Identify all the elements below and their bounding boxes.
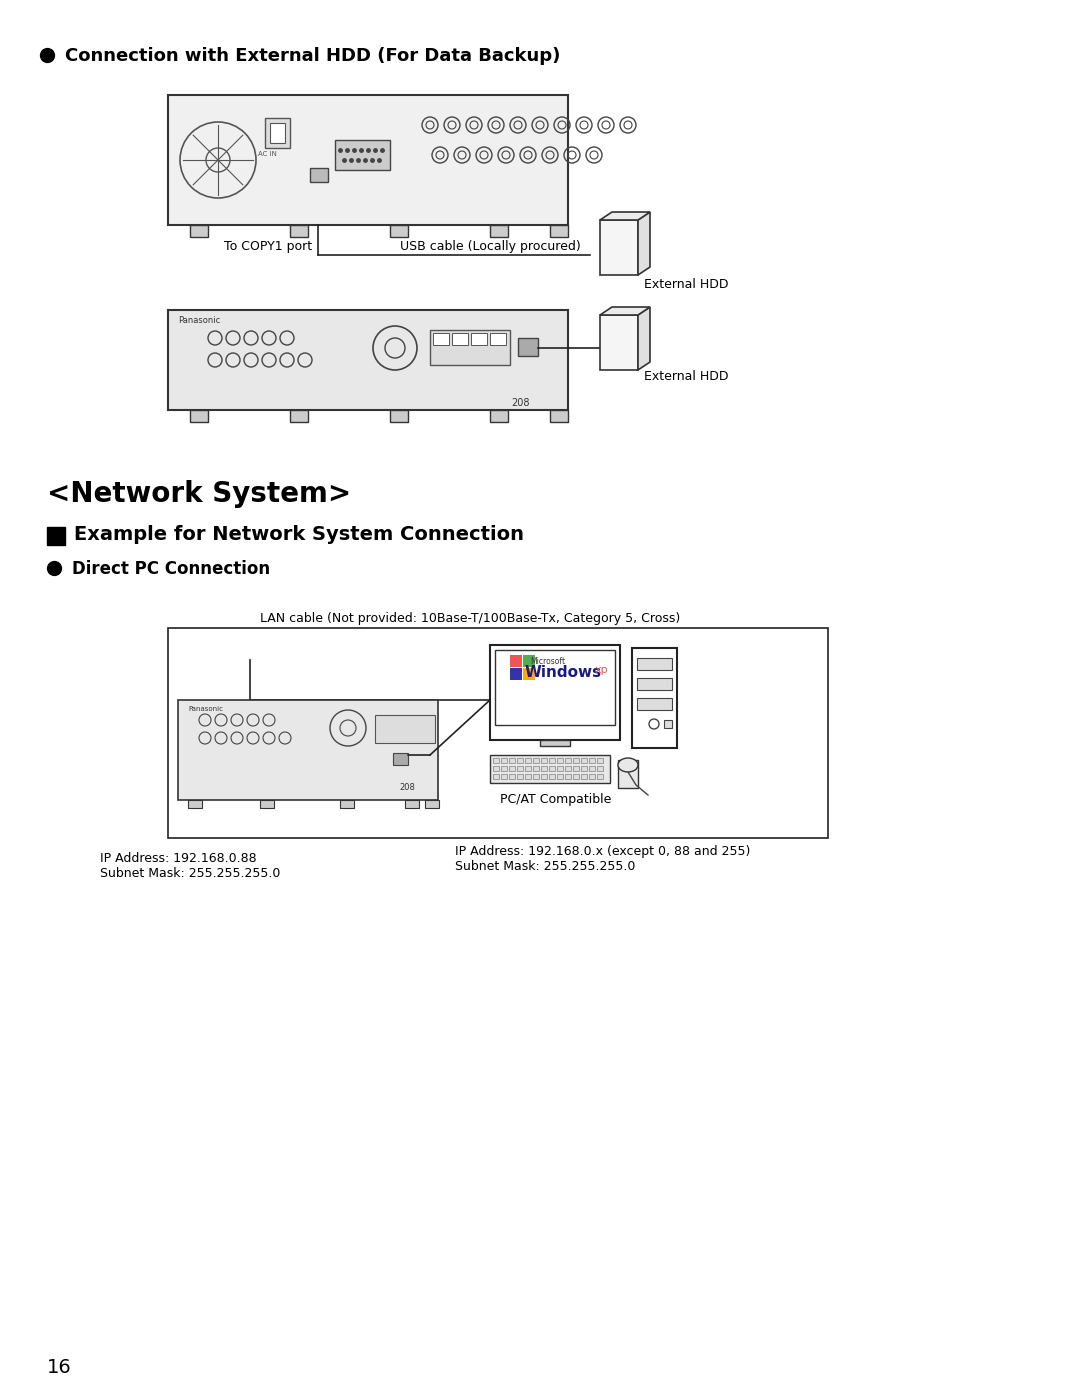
Bar — [541, 767, 546, 771]
Bar — [270, 123, 285, 143]
Bar — [168, 95, 568, 225]
Bar — [492, 774, 499, 779]
Bar — [501, 774, 507, 779]
Bar — [490, 410, 508, 422]
Bar — [190, 410, 208, 422]
Bar — [525, 767, 531, 771]
Text: Microsoft: Microsoft — [530, 658, 565, 666]
Bar — [510, 655, 522, 667]
Text: Example for Network System Connection: Example for Network System Connection — [75, 525, 524, 544]
Bar — [549, 774, 555, 779]
Bar — [390, 410, 408, 422]
Text: LAN cable (Not provided: 10Base-T/100Base-Tx, Category 5, Cross): LAN cable (Not provided: 10Base-T/100Bas… — [260, 611, 680, 625]
Bar — [168, 311, 568, 410]
Bar — [637, 679, 672, 690]
Text: IP Address: 192.168.0.88
Subnet Mask: 255.255.255.0: IP Address: 192.168.0.88 Subnet Mask: 25… — [100, 852, 281, 880]
Bar — [517, 758, 523, 762]
Bar — [637, 698, 672, 711]
Bar — [589, 767, 595, 771]
Bar — [534, 767, 539, 771]
Bar — [509, 767, 515, 771]
Bar — [433, 333, 449, 346]
Bar — [260, 800, 274, 809]
Bar — [664, 720, 672, 727]
Bar — [573, 767, 579, 771]
Bar — [589, 774, 595, 779]
Bar — [393, 753, 408, 765]
Bar — [523, 667, 535, 680]
Text: USB cable (Locally procured): USB cable (Locally procured) — [400, 241, 580, 253]
Bar — [581, 767, 588, 771]
Bar — [549, 767, 555, 771]
Bar — [492, 767, 499, 771]
Bar — [573, 758, 579, 762]
Bar — [188, 800, 202, 809]
Bar — [589, 758, 595, 762]
Bar — [557, 767, 563, 771]
Bar — [600, 315, 638, 369]
Bar — [340, 800, 354, 809]
Text: <Network System>: <Network System> — [48, 480, 351, 508]
Bar — [550, 225, 568, 236]
Bar — [509, 758, 515, 762]
Bar — [501, 767, 507, 771]
Polygon shape — [638, 306, 650, 369]
Text: Direct PC Connection: Direct PC Connection — [72, 560, 270, 578]
Text: AC IN: AC IN — [257, 151, 276, 157]
Bar — [390, 225, 408, 236]
Bar — [565, 774, 571, 779]
Text: Connection with External HDD (For Data Backup): Connection with External HDD (For Data B… — [65, 48, 561, 64]
Bar — [178, 700, 438, 800]
Bar — [517, 767, 523, 771]
Bar — [565, 758, 571, 762]
Text: xp: xp — [595, 665, 609, 674]
Text: 208: 208 — [512, 397, 530, 409]
Bar — [637, 658, 672, 670]
Text: External HDD: External HDD — [644, 278, 729, 291]
Bar — [541, 774, 546, 779]
Bar — [525, 774, 531, 779]
Bar — [581, 774, 588, 779]
Text: 16: 16 — [48, 1358, 71, 1377]
Text: 208: 208 — [400, 783, 415, 792]
Bar — [534, 758, 539, 762]
Bar — [405, 800, 419, 809]
Bar — [190, 225, 208, 236]
Polygon shape — [638, 213, 650, 276]
Bar — [495, 651, 615, 725]
Bar — [573, 774, 579, 779]
Bar — [597, 767, 603, 771]
Bar — [550, 410, 568, 422]
Bar — [557, 758, 563, 762]
Bar — [490, 645, 620, 740]
Bar — [632, 648, 677, 748]
Text: IP Address: 192.168.0.x (except 0, 88 and 255)
Subnet Mask: 255.255.255.0: IP Address: 192.168.0.x (except 0, 88 an… — [455, 845, 751, 873]
Text: Panasonic: Panasonic — [188, 706, 222, 712]
Bar — [426, 800, 438, 809]
Bar — [291, 225, 308, 236]
Bar — [490, 225, 508, 236]
Bar — [430, 330, 510, 365]
Bar — [534, 774, 539, 779]
Text: Panasonic: Panasonic — [178, 316, 220, 325]
Bar — [600, 220, 638, 276]
Bar — [471, 333, 487, 346]
Text: External HDD: External HDD — [644, 369, 729, 383]
Bar — [557, 774, 563, 779]
Bar — [565, 767, 571, 771]
Text: PC/AT Compatible: PC/AT Compatible — [500, 793, 611, 806]
Bar — [492, 758, 499, 762]
Ellipse shape — [618, 758, 638, 772]
Bar — [168, 628, 828, 838]
Bar — [510, 667, 522, 680]
Text: To COPY1 port: To COPY1 port — [224, 241, 312, 253]
Bar — [518, 339, 538, 355]
Bar — [291, 410, 308, 422]
Polygon shape — [600, 213, 650, 220]
Bar — [549, 758, 555, 762]
Bar — [517, 774, 523, 779]
Bar — [618, 760, 638, 788]
Bar — [375, 715, 435, 743]
Bar — [509, 774, 515, 779]
Bar — [453, 333, 468, 346]
